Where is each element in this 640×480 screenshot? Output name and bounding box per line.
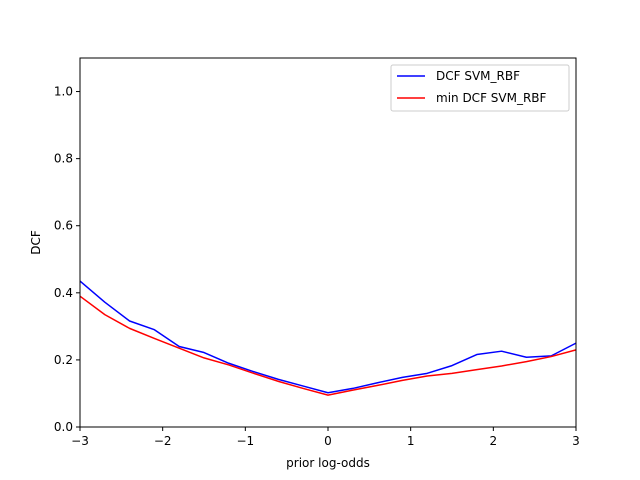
x-axis-ticks: −3 −2 −1 0 1 2 3 xyxy=(71,427,580,448)
y-axis-label: DCF xyxy=(29,230,43,255)
legend-box xyxy=(390,64,570,112)
y-tick-label: 0.0 xyxy=(54,420,73,434)
x-tick-label: −1 xyxy=(236,434,254,448)
x-tick-label: 0 xyxy=(324,434,332,448)
x-axis-label: prior log-odds xyxy=(286,456,370,470)
x-tick-label: −2 xyxy=(154,434,172,448)
series-layer xyxy=(79,280,577,396)
y-tick-label: 0.8 xyxy=(54,152,73,166)
legend-label-dcf: DCF SVM_RBF xyxy=(436,69,520,83)
legend-label-min-dcf: min DCF SVM_RBF xyxy=(436,91,547,105)
y-tick-label: 0.2 xyxy=(54,353,73,367)
legend: DCF SVM_RBF min DCF SVM_RBF xyxy=(390,64,570,112)
y-axis-ticks: 0.0 0.2 0.4 0.6 0.8 1.0 xyxy=(54,85,80,434)
y-tick-label: 0.6 xyxy=(54,219,73,233)
x-tick-label: 2 xyxy=(490,434,498,448)
x-tick-label: 3 xyxy=(572,434,580,448)
x-tick-label: −3 xyxy=(71,434,89,448)
series-line-1 xyxy=(79,295,577,396)
y-tick-label: 1.0 xyxy=(54,85,73,99)
x-tick-label: 1 xyxy=(407,434,415,448)
series-line-0 xyxy=(79,280,577,394)
y-tick-label: 0.4 xyxy=(54,286,73,300)
